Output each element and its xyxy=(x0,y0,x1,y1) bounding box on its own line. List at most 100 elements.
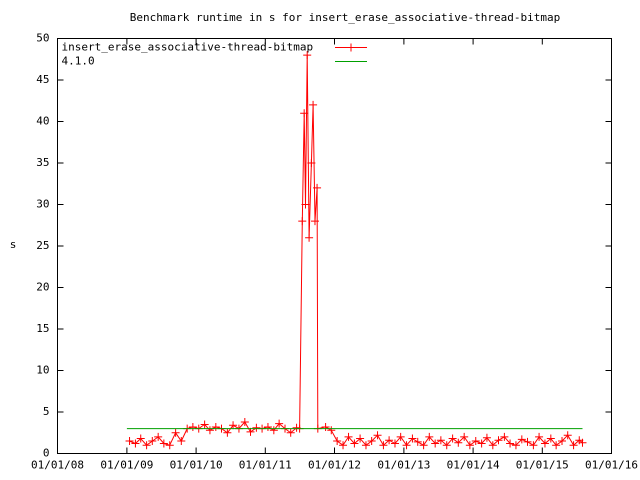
point-marker xyxy=(488,441,497,450)
series-line xyxy=(129,55,583,447)
y-tick-label: 0 xyxy=(43,447,50,460)
point-marker xyxy=(563,431,572,440)
y-tick-label: 15 xyxy=(36,322,49,335)
point-marker xyxy=(494,436,503,445)
point-marker xyxy=(229,421,238,430)
point-marker xyxy=(396,432,405,441)
point-marker xyxy=(131,439,140,448)
x-tick-label: 01/01/09 xyxy=(100,459,153,472)
point-marker xyxy=(200,420,209,429)
x-tick-label: 01/01/10 xyxy=(170,459,223,472)
point-marker xyxy=(263,422,272,431)
point-marker xyxy=(448,434,457,443)
point-marker xyxy=(269,426,278,435)
point-marker xyxy=(275,419,284,428)
point-marker xyxy=(506,439,515,448)
y-tick-label: 20 xyxy=(36,281,49,294)
x-tick-label: 01/01/13 xyxy=(377,459,430,472)
x-tick-label: 01/01/08 xyxy=(31,459,84,472)
point-marker xyxy=(529,441,538,450)
x-tick-label: 01/01/15 xyxy=(516,459,569,472)
point-marker xyxy=(333,437,342,446)
plot-frame xyxy=(57,38,612,454)
point-marker xyxy=(321,422,330,431)
y-tick-label: 25 xyxy=(36,239,49,252)
point-marker xyxy=(390,439,399,448)
point-marker xyxy=(252,423,261,432)
point-marker xyxy=(356,434,365,443)
point-marker xyxy=(471,437,480,446)
point-marker xyxy=(300,109,309,118)
point-marker xyxy=(482,433,491,442)
point-marker xyxy=(361,441,370,450)
point-marker xyxy=(385,436,394,445)
point-marker xyxy=(578,438,587,447)
point-marker xyxy=(303,51,312,60)
point-marker xyxy=(402,441,411,450)
point-marker xyxy=(154,432,163,441)
y-tick-label: 30 xyxy=(36,198,49,211)
x-tick-label: 01/01/16 xyxy=(585,459,638,472)
point-marker xyxy=(460,432,469,441)
point-marker xyxy=(523,437,532,446)
point-marker xyxy=(535,432,544,441)
point-marker xyxy=(205,426,214,435)
point-marker xyxy=(339,441,348,450)
point-marker xyxy=(301,200,310,209)
point-marker xyxy=(305,233,314,242)
point-marker xyxy=(431,439,440,448)
point-marker xyxy=(546,434,555,443)
point-marker xyxy=(379,441,388,450)
point-marker xyxy=(309,100,318,109)
point-marker xyxy=(286,428,295,437)
point-marker xyxy=(188,422,197,431)
legend-label: 4.1.0 xyxy=(62,55,95,68)
point-marker xyxy=(569,441,578,450)
chart-title: Benchmark runtime in s for insert_erase_… xyxy=(130,11,560,24)
y-tick-label: 10 xyxy=(36,364,49,377)
point-marker xyxy=(142,441,151,450)
point-marker xyxy=(159,439,168,448)
legend-marker xyxy=(347,43,355,52)
point-marker xyxy=(240,417,249,426)
point-marker xyxy=(500,432,509,441)
point-marker xyxy=(350,439,359,448)
y-tick-label: 5 xyxy=(43,405,50,418)
point-marker xyxy=(419,441,428,450)
x-tick-label: 01/01/14 xyxy=(447,459,500,472)
point-marker xyxy=(165,441,174,450)
legend-label: insert_erase_associative-thread-bitmap xyxy=(62,41,314,54)
point-marker xyxy=(344,432,353,441)
point-marker xyxy=(540,439,549,448)
point-marker xyxy=(442,441,451,450)
point-marker xyxy=(307,159,316,167)
point-marker xyxy=(436,436,445,445)
y-axis-label: s xyxy=(10,238,17,251)
y-tick-label: 40 xyxy=(36,115,49,128)
y-tick-label: 50 xyxy=(36,32,49,45)
point-marker xyxy=(454,438,463,447)
point-marker xyxy=(125,437,134,446)
point-marker xyxy=(223,428,232,437)
point-marker xyxy=(552,441,561,450)
point-marker xyxy=(298,217,307,226)
point-marker xyxy=(413,437,422,446)
point-marker xyxy=(511,441,520,450)
x-tick-label: 01/01/12 xyxy=(308,459,361,472)
point-marker xyxy=(367,437,376,446)
point-marker xyxy=(477,439,486,448)
point-marker xyxy=(310,217,319,226)
point-marker xyxy=(148,437,157,446)
point-marker xyxy=(558,437,567,446)
y-tick-label: 45 xyxy=(36,73,49,86)
point-marker xyxy=(177,437,186,446)
point-marker xyxy=(171,428,180,437)
point-marker xyxy=(408,434,417,443)
point-marker xyxy=(136,434,145,443)
point-marker xyxy=(327,426,336,435)
point-marker xyxy=(246,427,255,436)
point-marker xyxy=(211,422,220,431)
point-marker xyxy=(517,435,526,444)
x-tick-label: 01/01/11 xyxy=(239,459,292,472)
